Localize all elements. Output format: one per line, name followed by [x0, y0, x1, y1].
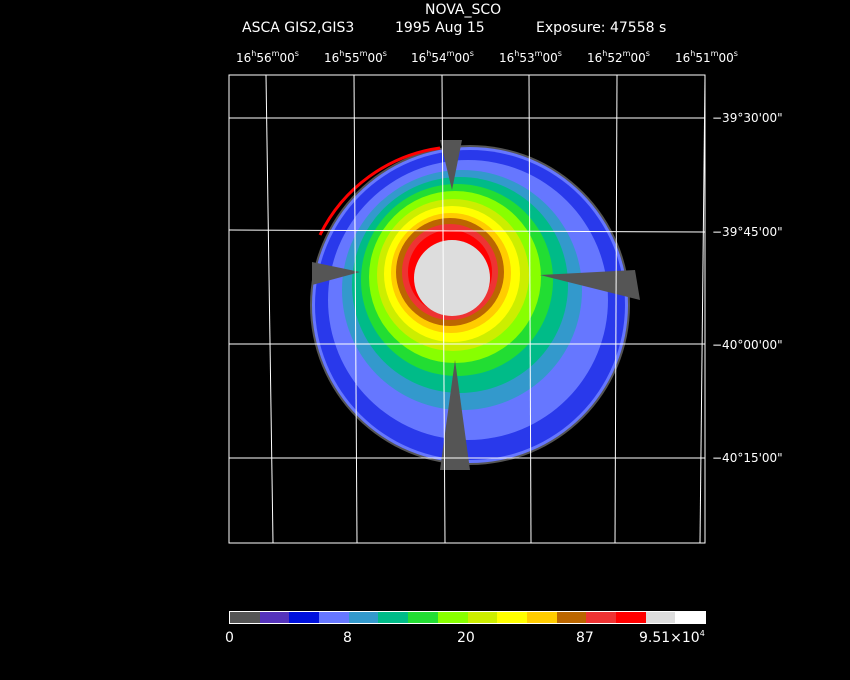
colorbar-tick-0: 0 — [225, 630, 234, 646]
xray-intensity-map — [310, 140, 640, 470]
target-title: NOVA_SCO — [425, 2, 502, 18]
instrument-label: ASCA GIS2,GIS3 — [242, 20, 355, 36]
colorbar-tick-8: 8 — [343, 630, 352, 646]
exposure-label: Exposure: 47558 s — [536, 20, 667, 36]
colorbar-tick-20: 20 — [457, 630, 475, 646]
ra-label: 16h54m00s — [411, 49, 474, 66]
colorbar-swatch — [675, 612, 705, 623]
colorbar-swatch — [230, 612, 260, 623]
colorbar-swatch — [645, 612, 676, 623]
dec-label-3: −40°00'00" — [712, 338, 783, 352]
dec-label-1: −39°30'00" — [712, 111, 783, 125]
colorbar-swatch — [467, 612, 498, 623]
ra-label: 16h55m00s — [324, 49, 387, 66]
ra-label: 16h52m00s — [587, 49, 650, 66]
colorbar-swatch — [526, 612, 557, 623]
ra-label: 16h51m00s — [675, 49, 738, 66]
coordinate-grid — [228, 74, 706, 544]
colorbar-tick-exponent: 4 — [699, 629, 705, 638]
colorbar-swatch — [289, 612, 320, 623]
colorbar-swatch — [437, 612, 468, 623]
dec-label-2: −39°45'00" — [712, 225, 783, 239]
ra-label: 16h56m00s — [236, 49, 299, 66]
plot-frame — [228, 74, 706, 544]
colorbar-swatch — [497, 612, 527, 623]
colorbar-swatch — [348, 612, 379, 623]
colorbar-swatch — [319, 612, 349, 623]
colorbar-swatch — [556, 612, 587, 623]
dec-label-4: −40°15'00" — [712, 451, 783, 465]
colorbar-swatch — [615, 612, 646, 623]
colorbar-tick-max: 9.51×104 — [639, 629, 705, 647]
colorbar-swatch — [378, 612, 409, 623]
colorbar-swatch — [259, 612, 290, 623]
colorbar — [229, 611, 706, 624]
colorbar-swatch — [586, 612, 616, 623]
ra-label: 16h53m00s — [499, 49, 562, 66]
observation-date: 1995 Aug 15 — [395, 20, 485, 36]
colorbar-tick-87: 87 — [576, 630, 594, 646]
colorbar-swatch — [408, 612, 438, 623]
